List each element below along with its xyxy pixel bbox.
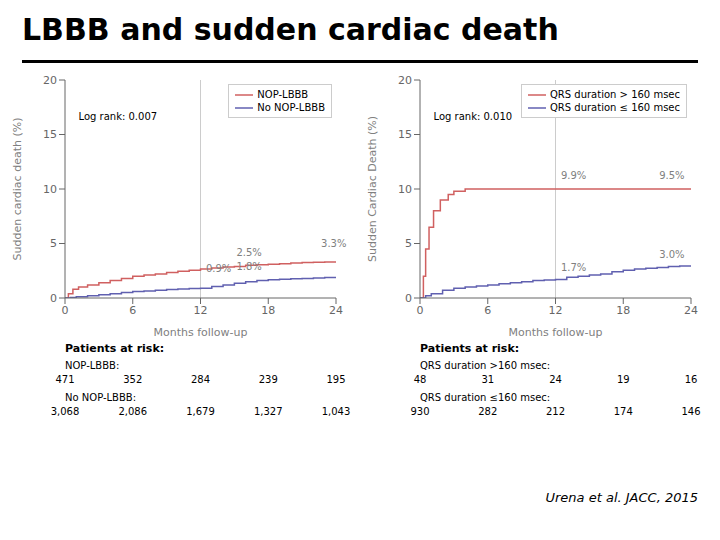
svg-text:12: 12 <box>549 304 563 317</box>
html-text:1,043: 1,043 <box>321 406 351 417</box>
html-text:174: 174 <box>613 406 633 417</box>
svg-text:3.3%: 3.3% <box>321 238 346 249</box>
svg-text:10: 10 <box>398 183 412 196</box>
svg-text:Months follow-up: Months follow-up <box>153 326 247 339</box>
html-text:19: 19 <box>616 374 630 385</box>
svg-text:20: 20 <box>43 74 57 87</box>
svg-text:15: 15 <box>398 128 412 141</box>
html-text:16: 16 <box>684 374 698 385</box>
html-text:1,679: 1,679 <box>186 406 215 417</box>
svg-text:15: 15 <box>43 128 57 141</box>
svg-text:9.9%: 9.9% <box>561 170 586 181</box>
svg-text:Sudden Cardiac Death (%): Sudden Cardiac Death (%) <box>366 116 379 262</box>
html-text:QRS duration > 160 msec: QRS duration > 160 msec <box>550 89 680 100</box>
html-text:1,327: 1,327 <box>253 406 283 417</box>
html-text:Patients at risk:: Patients at risk: <box>420 342 520 355</box>
svg-text:2.5%: 2.5% <box>236 247 261 258</box>
svg-text:0: 0 <box>417 304 424 317</box>
html-text:282: 282 <box>478 406 498 417</box>
svg-text:20: 20 <box>398 74 412 87</box>
svg-text:18: 18 <box>261 304 275 317</box>
svg-text:9.5%: 9.5% <box>659 170 684 181</box>
html-text:QRS duration ≤ 160 msec: QRS duration ≤ 160 msec <box>550 102 680 113</box>
svg-text:18: 18 <box>616 304 630 317</box>
svg-text:24: 24 <box>684 304 698 317</box>
svg-text:1.7%: 1.7% <box>561 262 586 273</box>
svg-text:Months follow-up: Months follow-up <box>508 326 602 339</box>
html-text:146: 146 <box>681 406 701 417</box>
html-text:471: 471 <box>55 374 75 385</box>
html-text:QRS duration ≤160 msec:: QRS duration ≤160 msec: <box>420 392 551 403</box>
html-text:195: 195 <box>326 374 346 385</box>
html-text:3,068: 3,068 <box>50 406 80 417</box>
html-text:No NOP-LBBB:: No NOP-LBBB: <box>65 392 137 403</box>
html-text:NOP-LBBB: NOP-LBBB <box>257 89 309 100</box>
html-text:No NOP-LBBB: No NOP-LBBB <box>257 102 325 113</box>
svg-text:0: 0 <box>62 304 69 317</box>
svg-text:0: 0 <box>50 292 57 305</box>
html-text:352: 352 <box>123 374 143 385</box>
svg-text:5: 5 <box>50 237 57 250</box>
html-text:930: 930 <box>410 406 430 417</box>
html-text:LBBB and sudden cardiac death: LBBB and sudden cardiac death <box>22 12 559 47</box>
svg-text:6: 6 <box>484 304 491 317</box>
svg-text:24: 24 <box>329 304 343 317</box>
html-text:2,086: 2,086 <box>118 406 148 417</box>
html-text:Urena et al. JACC, 2015: Urena et al. JACC, 2015 <box>545 490 698 505</box>
html-text:48: 48 <box>413 374 427 385</box>
html-text:239: 239 <box>258 374 278 385</box>
html-text:Patients at risk:: Patients at risk: <box>65 342 165 355</box>
html-text:24: 24 <box>549 374 562 385</box>
svg-text:Sudden cardiac death (%): Sudden cardiac death (%) <box>11 118 24 261</box>
svg-text:0: 0 <box>405 292 412 305</box>
svg-text:10: 10 <box>43 183 57 196</box>
html-text:NOP-LBBB:: NOP-LBBB: <box>65 360 120 371</box>
svg-text:1.8%: 1.8% <box>236 261 261 272</box>
html-text:212: 212 <box>546 406 565 417</box>
html-text:284: 284 <box>191 374 210 385</box>
html-text:31: 31 <box>481 374 495 385</box>
svg-text:6: 6 <box>129 304 136 317</box>
svg-text:0.9%: 0.9% <box>206 263 231 274</box>
svg-text:3.0%: 3.0% <box>659 249 684 260</box>
html-text:QRS duration >160 msec:: QRS duration >160 msec: <box>420 360 551 371</box>
html-text:Log rank: 0.007: Log rank: 0.007 <box>78 110 158 122</box>
svg-text:5: 5 <box>405 237 412 250</box>
svg-text:12: 12 <box>194 304 208 317</box>
html-text:Log rank: 0.010: Log rank: 0.010 <box>433 110 513 122</box>
